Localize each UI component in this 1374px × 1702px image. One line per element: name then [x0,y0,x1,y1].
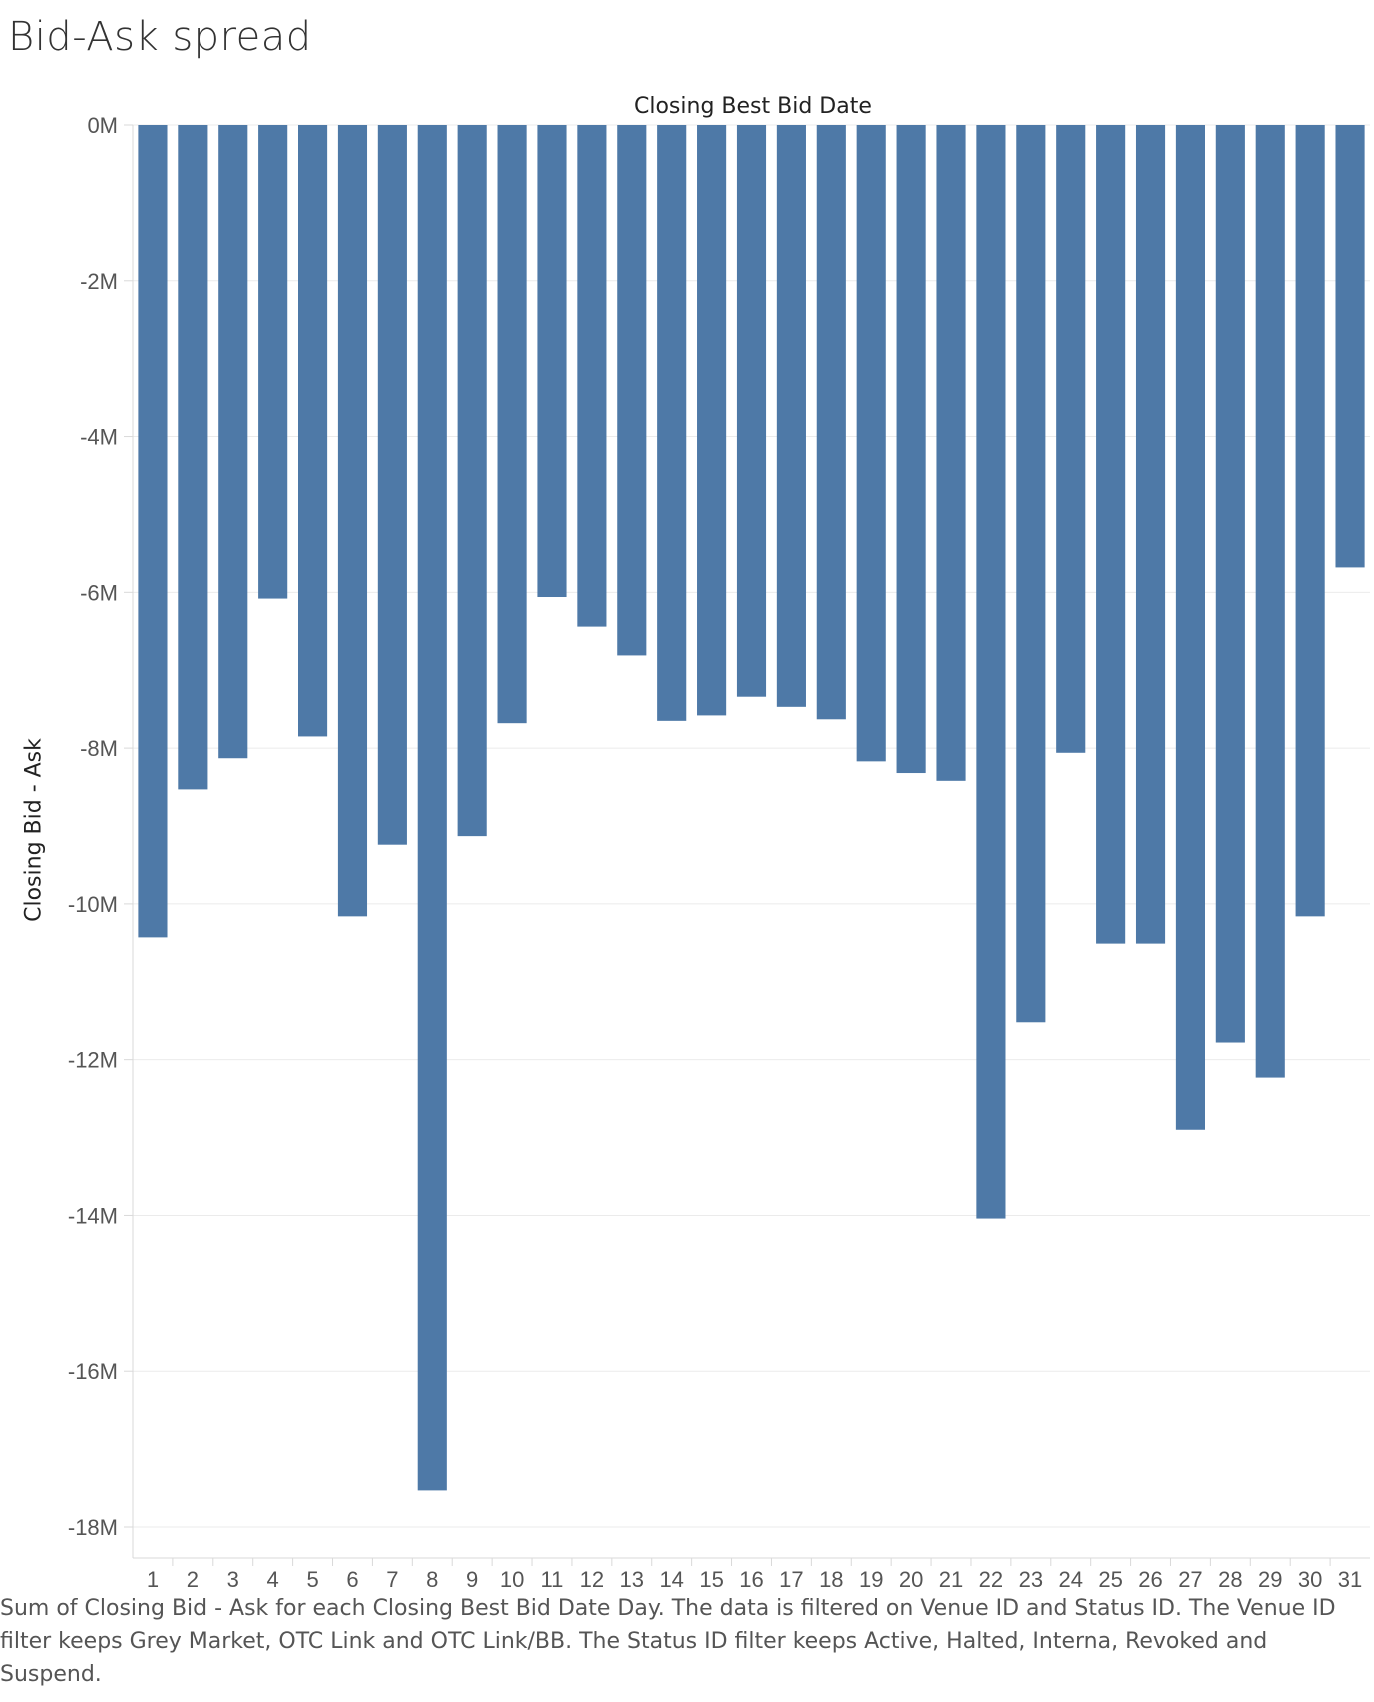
x-tick-label: 15 [699,1567,723,1590]
y-tick-label: -6M [80,580,118,605]
bar-day-6[interactable] [337,125,368,917]
y-axis-ticks: 0M -2M -4M -6M -8M -10M -12M -14M -16M -18M [68,113,133,1540]
bar-day-16[interactable] [736,125,767,697]
y-tick-label: -14M [68,1203,118,1228]
bar-day-23[interactable] [1016,125,1046,1023]
y-tick-label: 0M [87,113,118,138]
bar-day-10[interactable] [497,125,527,724]
x-tick-label: 1 [147,1567,159,1590]
bar-day-11[interactable] [537,125,567,598]
x-tick-label: 29 [1258,1567,1282,1590]
x-tick-label: 19 [859,1567,883,1590]
bar-day-15[interactable] [697,125,727,716]
bar-day-9[interactable] [457,125,487,837]
chart-caption: Sum of Closing Bid - Ask for each Closin… [0,1596,1336,1687]
bar-day-12[interactable] [577,125,607,627]
bar-day-19[interactable] [856,125,886,762]
x-tick-label: 18 [819,1567,843,1590]
x-tick-label: 4 [267,1567,279,1590]
x-tick-label: 6 [346,1567,358,1590]
x-tick-label: 5 [306,1567,318,1590]
bar-day-29[interactable] [1255,125,1285,1078]
y-tick-label: -2M [80,269,118,294]
y-tick-label: -18M [68,1515,118,1540]
bar-day-28[interactable] [1215,125,1245,1043]
x-tick-label: 31 [1338,1567,1362,1590]
bar-day-18[interactable] [816,125,846,720]
bar-day-26[interactable] [1135,125,1166,944]
bar-day-31[interactable] [1335,125,1365,568]
x-tick-label: 17 [779,1567,803,1590]
bar-day-4[interactable] [258,125,288,599]
bar-day-7[interactable] [377,125,407,845]
x-tick-label: 9 [466,1567,478,1590]
y-tick-label: -12M [68,1048,118,1073]
bar-day-20[interactable] [896,125,926,774]
x-axis-title: Closing Best Bid Date [634,94,872,119]
bar-day-3[interactable] [218,125,248,759]
x-tick-label: 10 [500,1567,524,1590]
bar-day-13[interactable] [617,125,647,656]
x-tick-label: 28 [1218,1567,1242,1590]
x-tick-label: 20 [899,1567,923,1590]
x-tick-label: 24 [1058,1567,1082,1590]
x-tick-label: 14 [659,1567,683,1590]
bar-day-2[interactable] [178,125,208,790]
bar-day-27[interactable] [1175,125,1206,1130]
x-tick-label: 7 [386,1567,398,1590]
bar-day-14[interactable] [657,125,687,721]
x-tick-label: 26 [1138,1567,1162,1590]
bar-day-22[interactable] [976,125,1006,1219]
x-tick-label: 25 [1098,1567,1122,1590]
bar-day-17[interactable] [776,125,806,707]
x-tick-label: 3 [227,1567,239,1590]
bars [138,125,1365,1491]
chart-title: Bid-Ask spread [8,14,312,60]
bar-day-24[interactable] [1056,125,1086,753]
x-tick-label: 30 [1298,1567,1322,1590]
x-tick-label: 21 [939,1567,963,1590]
bar-day-1[interactable] [138,125,168,938]
x-tick-label: 11 [541,1567,564,1590]
x-tick-label: 27 [1178,1567,1202,1590]
y-tick-label: -16M [68,1359,118,1384]
y-tick-label: -8M [80,736,118,761]
x-axis-ticks: 1 2 3 4 5 6 7 8 9 10 11 12 13 14 15 16 17 18 19 20 21 22 23 24 2… [147,1558,1362,1590]
x-tick-label: 16 [739,1567,763,1590]
x-tick-label: 2 [187,1567,199,1590]
x-tick-label: 12 [580,1567,604,1590]
bar-day-30[interactable] [1295,125,1325,917]
bar-day-8[interactable] [417,125,447,1491]
x-tick-label: 23 [1019,1567,1043,1590]
y-tick-label: -10M [68,892,118,917]
bar-day-5[interactable] [297,125,328,737]
x-tick-label: 22 [979,1567,1003,1590]
y-tick-label: -4M [80,425,118,450]
x-tick-label: 13 [620,1567,644,1590]
x-tick-label: 8 [426,1567,438,1590]
bar-day-25[interactable] [1096,125,1126,944]
bar-day-21[interactable] [936,125,966,781]
